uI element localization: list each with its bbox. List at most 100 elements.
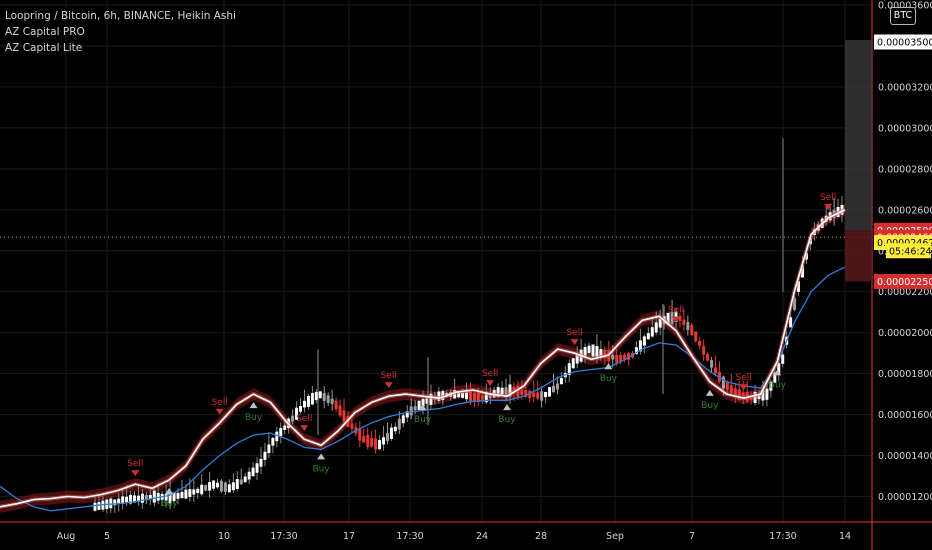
candle xyxy=(650,319,654,339)
sell-arrow-icon xyxy=(300,425,309,432)
sell-arrow-icon xyxy=(384,382,393,389)
candle xyxy=(729,373,733,395)
sell-label: Sell xyxy=(296,414,312,424)
price-tick-label: 0.00001600 xyxy=(878,410,932,421)
candle-body xyxy=(109,498,113,509)
candle-body xyxy=(389,427,393,439)
buy-arrow-icon xyxy=(503,404,511,411)
candle-body xyxy=(642,336,646,346)
candle-body xyxy=(603,349,607,359)
grid-lines xyxy=(0,0,872,522)
time-tick-label: 17 xyxy=(343,531,355,542)
candle xyxy=(231,473,235,493)
sell-label: Sell xyxy=(212,398,228,408)
candle-body xyxy=(682,319,686,325)
sell-arrow-icon xyxy=(131,470,140,477)
candle-body xyxy=(271,437,275,446)
candle-body xyxy=(243,476,247,483)
candle xyxy=(587,342,591,356)
candle-body xyxy=(283,425,287,430)
candle-body xyxy=(413,406,417,411)
candle xyxy=(251,462,255,477)
indicator-az-capital-pro[interactable]: AZ Capital PRO xyxy=(5,26,85,38)
candle xyxy=(306,393,310,410)
buy-label: Buy xyxy=(701,401,719,411)
candle-body xyxy=(378,440,382,450)
candle-body xyxy=(797,281,801,292)
candle-body xyxy=(461,392,465,398)
buy-arrow-icon xyxy=(317,453,326,460)
candle xyxy=(646,327,650,340)
candle xyxy=(702,339,706,361)
candle-body xyxy=(382,437,386,445)
candle xyxy=(370,431,374,448)
candle-body xyxy=(299,406,303,412)
candle-body xyxy=(223,482,227,492)
candle-body xyxy=(291,415,295,422)
candle-body xyxy=(342,410,346,422)
candle-body xyxy=(180,491,184,499)
candle-body xyxy=(634,347,638,355)
candle xyxy=(239,468,243,485)
candle xyxy=(500,380,504,396)
candle xyxy=(682,309,686,332)
candle-body xyxy=(306,395,310,407)
candle xyxy=(196,486,200,499)
candle-body xyxy=(366,434,370,447)
candle xyxy=(389,423,393,441)
candle-body xyxy=(216,482,220,488)
candle-body xyxy=(227,484,231,493)
indicator-band xyxy=(0,203,845,513)
candle xyxy=(212,479,216,491)
candle-body xyxy=(164,494,168,501)
candle xyxy=(279,422,283,444)
candle xyxy=(362,428,366,444)
candle-body xyxy=(275,431,279,442)
sell-label: Sell xyxy=(668,306,684,316)
symbol-title[interactable]: Loopring / Bitcoin, 6h, BINANCE, Heikin … xyxy=(5,10,236,22)
candle xyxy=(405,404,409,423)
projection-box-upper xyxy=(845,40,872,231)
candle xyxy=(698,336,702,350)
candle xyxy=(733,383,737,404)
candle-body xyxy=(148,494,152,500)
candle-body xyxy=(421,398,425,407)
candle xyxy=(113,498,117,513)
candle-body xyxy=(196,488,200,494)
candle-body xyxy=(358,428,362,441)
candle-body xyxy=(113,499,117,506)
candle-body xyxy=(117,498,121,504)
candle xyxy=(227,479,231,493)
candle-body xyxy=(698,340,702,346)
sell-arrow-icon xyxy=(486,380,495,387)
candle-body xyxy=(789,317,793,328)
candle-body xyxy=(208,481,212,491)
candle-body xyxy=(777,363,781,375)
candle xyxy=(658,309,662,335)
candle xyxy=(583,343,587,364)
candle xyxy=(204,484,208,492)
candle xyxy=(334,397,338,413)
candle xyxy=(342,398,346,425)
az-capital-pro-line xyxy=(0,209,846,508)
candle xyxy=(623,352,627,363)
candle xyxy=(528,389,532,403)
sell-arrow-icon xyxy=(215,408,224,415)
buy-label: Buy xyxy=(312,464,330,474)
price-badge-bg xyxy=(874,34,932,50)
buy-label: Buy xyxy=(245,413,263,423)
candle-body xyxy=(587,345,591,353)
candle-body xyxy=(429,393,433,405)
candle xyxy=(670,299,674,327)
indicator-az-capital-lite[interactable]: AZ Capital Lite xyxy=(5,42,83,54)
candle-body xyxy=(255,463,259,473)
candle xyxy=(548,387,552,397)
candle-body xyxy=(567,363,571,376)
candle-body xyxy=(279,427,283,437)
currency-button[interactable]: BTC xyxy=(890,7,916,25)
candle-body xyxy=(706,354,710,361)
candle-body xyxy=(121,496,125,504)
candle-body xyxy=(231,482,235,491)
candle xyxy=(781,351,785,368)
